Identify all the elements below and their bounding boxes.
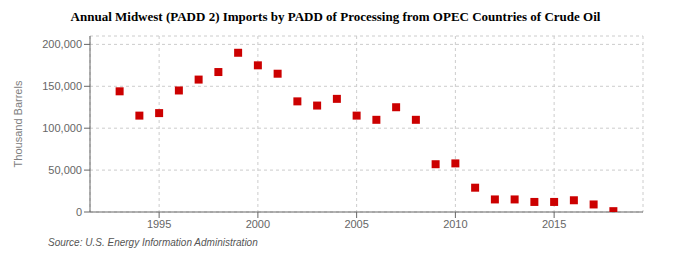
svg-text:2015: 2015 bbox=[542, 218, 566, 230]
html-text:Annual Midwest (PADD 2) Import: Annual Midwest (PADD 2) Imports by PADD … bbox=[70, 9, 601, 24]
svg-text:2010: 2010 bbox=[443, 218, 467, 230]
html-text:Source: U.S. Energy Informatio: Source: U.S. Energy Information Administ… bbox=[48, 237, 258, 248]
svg-text:2000: 2000 bbox=[246, 218, 270, 230]
svg-text:100,000: 100,000 bbox=[42, 122, 82, 134]
svg-text:50,000: 50,000 bbox=[48, 164, 82, 176]
svg-text:Thousand Barrels: Thousand Barrels bbox=[12, 80, 24, 167]
svg-text:0: 0 bbox=[76, 206, 82, 218]
svg-text:2005: 2005 bbox=[344, 218, 368, 230]
svg-text:150,000: 150,000 bbox=[42, 80, 82, 92]
svg-text:200,000: 200,000 bbox=[42, 38, 82, 50]
svg-text:1995: 1995 bbox=[147, 218, 171, 230]
